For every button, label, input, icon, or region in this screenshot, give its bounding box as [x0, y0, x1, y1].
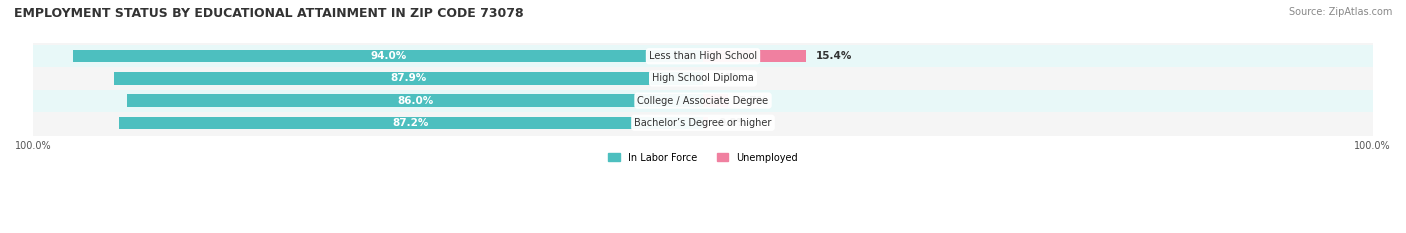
Bar	[703, 117, 709, 129]
Bar	[127, 95, 703, 107]
Text: 94.0%: 94.0%	[370, 51, 406, 61]
Bar	[73, 50, 703, 62]
Bar	[34, 45, 1372, 67]
Text: 87.2%: 87.2%	[392, 118, 429, 128]
Text: College / Associate Degree: College / Associate Degree	[637, 96, 769, 106]
Text: Bachelor’s Degree or higher: Bachelor’s Degree or higher	[634, 118, 772, 128]
Text: 0.8%: 0.8%	[718, 118, 748, 128]
Bar	[703, 95, 728, 107]
Bar	[114, 72, 703, 85]
Bar	[34, 112, 1372, 134]
Text: Source: ZipAtlas.com: Source: ZipAtlas.com	[1288, 7, 1392, 17]
Text: 86.0%: 86.0%	[396, 96, 433, 106]
Text: 15.4%: 15.4%	[815, 51, 852, 61]
Legend: In Labor Force, Unemployed: In Labor Force, Unemployed	[605, 149, 801, 167]
Text: High School Diploma: High School Diploma	[652, 73, 754, 83]
Text: EMPLOYMENT STATUS BY EDUCATIONAL ATTAINMENT IN ZIP CODE 73078: EMPLOYMENT STATUS BY EDUCATIONAL ATTAINM…	[14, 7, 523, 20]
Text: 87.9%: 87.9%	[391, 73, 427, 83]
Text: 3.7%: 3.7%	[738, 96, 766, 106]
Text: Less than High School: Less than High School	[650, 51, 756, 61]
Bar	[34, 89, 1372, 112]
Bar	[703, 50, 806, 62]
Bar	[120, 117, 703, 129]
Text: 0.0%: 0.0%	[713, 73, 742, 83]
Bar	[34, 67, 1372, 89]
